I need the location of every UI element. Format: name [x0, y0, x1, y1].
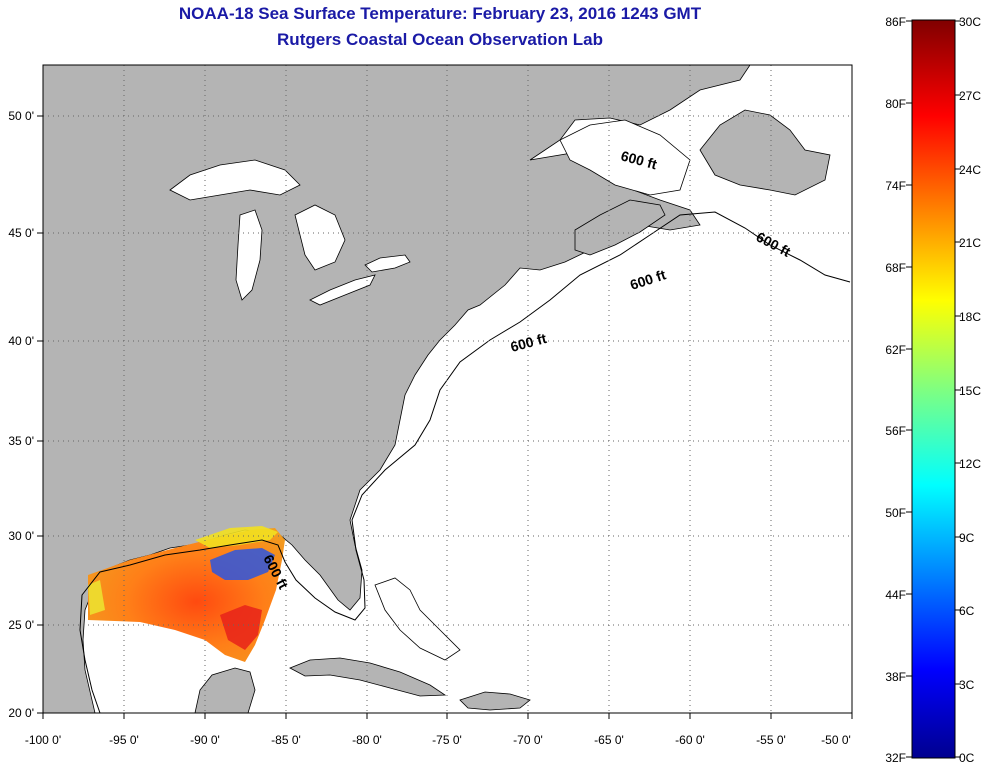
colorbar-f-label: 86F — [885, 15, 906, 29]
land-cuba — [289, 657, 447, 697]
colorbar-c-label: 15C — [959, 384, 981, 398]
lat-label: 35 0' — [8, 434, 34, 448]
lon-label: -80 0' — [352, 733, 382, 747]
lat-label: 25 0' — [8, 618, 34, 632]
colorbar-c-label: 24C — [959, 163, 981, 177]
colorbar-f-label: 44F — [885, 588, 906, 602]
map-subtitle: Rutgers Coastal Ocean Observation Lab — [277, 30, 603, 49]
colorbar-f-label: 50F — [885, 506, 906, 520]
bahamas-bank — [374, 577, 461, 661]
sst-warm-patch — [220, 605, 262, 650]
land-nova-scotia — [574, 199, 666, 256]
lat-label: 45 0' — [8, 226, 34, 240]
land-north-america — [43, 65, 751, 713]
depth-contour-600ft — [79, 211, 851, 713]
lake-ontario — [364, 254, 411, 273]
gulf-st-lawrence — [559, 119, 691, 196]
colorbar-ticks — [906, 20, 961, 758]
colorbar-c-label: 12C — [959, 457, 981, 471]
lon-label: -70 0' — [513, 733, 543, 747]
lake-michigan — [235, 209, 263, 301]
lon-label: -90 0' — [190, 733, 220, 747]
sst-cool-patch — [210, 548, 275, 580]
lake-erie — [309, 274, 376, 306]
colorbar-c-label: 9C — [959, 531, 975, 545]
land-yucatan — [194, 667, 256, 713]
colorbar-f-label: 32F — [885, 751, 906, 765]
colorbar-f-label: 56F — [885, 424, 906, 438]
colorbar-c-label: 3C — [959, 678, 975, 692]
land-hispaniola — [459, 691, 531, 711]
colorbar-c-label: 30C — [959, 15, 981, 29]
colorbar-f-label: 62F — [885, 343, 906, 357]
lake-superior — [169, 159, 301, 201]
lat-label: 30 0' — [8, 529, 34, 543]
graticule — [43, 65, 852, 713]
colorbar-f-label: 68F — [885, 261, 906, 275]
colorbar-f-label: 38F — [885, 670, 906, 684]
lon-label: -60 0' — [675, 733, 705, 747]
lon-label: -100 0' — [25, 733, 61, 747]
lat-ticks — [37, 115, 43, 714]
sst-yellow-west — [88, 580, 105, 615]
lon-label: -85 0' — [271, 733, 301, 747]
lat-label: 20 0' — [8, 706, 34, 720]
lat-label: 40 0' — [8, 334, 34, 348]
lon-label: -75 0' — [432, 733, 462, 747]
lake-huron — [294, 204, 346, 271]
lon-label: -95 0' — [109, 733, 139, 747]
colorbar — [911, 19, 956, 759]
lat-label: 50 0' — [8, 109, 34, 123]
colorbar-f-label: 80F — [885, 97, 906, 111]
lon-label: -50 0' — [821, 733, 851, 747]
colorbar-c-label: 6C — [959, 604, 975, 618]
colorbar-c-label: 18C — [959, 310, 981, 324]
colorbar-c-label: 21C — [959, 236, 981, 250]
lon-ticks — [42, 713, 853, 719]
colorbar-c-label: 0C — [959, 751, 975, 765]
land-newfoundland — [699, 109, 831, 196]
sst-yellow-coast — [195, 526, 278, 548]
colorbar-f-label: 74F — [885, 179, 906, 193]
colorbar-c-label: 27C — [959, 89, 981, 103]
lon-label: -65 0' — [594, 733, 624, 747]
lon-label: -55 0' — [756, 733, 786, 747]
map-title: NOAA-18 Sea Surface Temperature: Februar… — [178, 4, 702, 23]
